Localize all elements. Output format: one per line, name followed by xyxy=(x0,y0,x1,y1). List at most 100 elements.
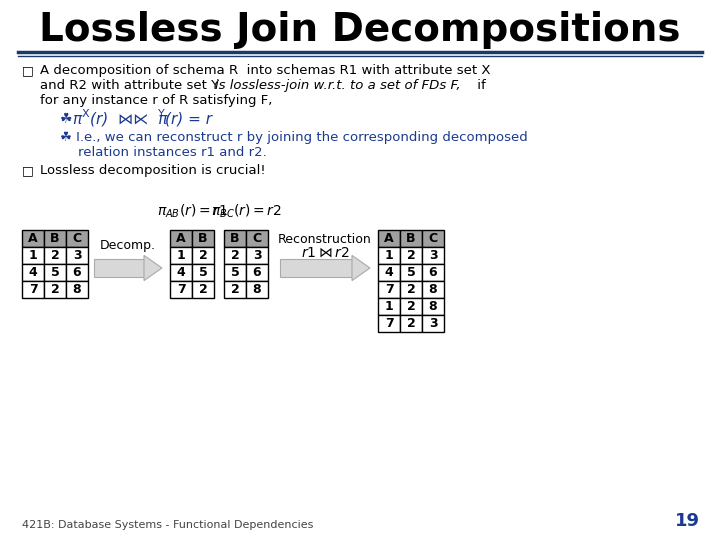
Text: ☘ I.e., we can reconstruct r by joining the corresponding decomposed: ☘ I.e., we can reconstruct r by joining … xyxy=(60,131,528,144)
Text: 2: 2 xyxy=(199,283,207,296)
Text: Lossless decomposition is crucial!: Lossless decomposition is crucial! xyxy=(40,164,266,177)
Text: and R2 with attribute set Y: and R2 with attribute set Y xyxy=(40,79,223,92)
Text: 2: 2 xyxy=(50,249,59,262)
Text: B: B xyxy=(50,232,60,245)
Bar xyxy=(192,281,214,298)
Text: 2: 2 xyxy=(407,249,415,262)
Text: 4: 4 xyxy=(176,266,185,279)
Text: for any instance r of R satisfying F,: for any instance r of R satisfying F, xyxy=(40,94,272,107)
Text: 1: 1 xyxy=(29,249,37,262)
Bar xyxy=(170,247,192,264)
Text: if: if xyxy=(473,79,486,92)
Text: (r) = r: (r) = r xyxy=(165,112,212,127)
Text: 19: 19 xyxy=(675,512,700,530)
Text: 1: 1 xyxy=(384,300,393,313)
Text: 5: 5 xyxy=(199,266,207,279)
Polygon shape xyxy=(144,255,162,281)
Text: 3: 3 xyxy=(253,249,261,262)
Text: 8: 8 xyxy=(253,283,261,296)
Bar xyxy=(422,281,444,298)
Bar xyxy=(170,281,192,298)
Bar xyxy=(400,281,422,298)
Text: 2: 2 xyxy=(230,283,239,296)
Text: □: □ xyxy=(22,64,34,77)
Bar xyxy=(422,264,444,281)
Text: 5: 5 xyxy=(407,266,415,279)
Bar xyxy=(246,230,268,247)
Text: 8: 8 xyxy=(428,300,437,313)
Bar xyxy=(44,230,66,247)
Bar xyxy=(44,247,66,264)
Bar xyxy=(66,230,88,247)
Text: is lossless-join w.r.t. to a set of FDs F,: is lossless-join w.r.t. to a set of FDs … xyxy=(215,79,461,92)
Text: 8: 8 xyxy=(428,283,437,296)
Text: X: X xyxy=(82,109,89,119)
Bar xyxy=(66,247,88,264)
Text: 8: 8 xyxy=(73,283,81,296)
Text: 7: 7 xyxy=(384,283,393,296)
Text: 1: 1 xyxy=(384,249,393,262)
Text: (r)  ⋈⋉  π: (r) ⋈⋉ π xyxy=(90,112,167,127)
Bar xyxy=(400,315,422,332)
Text: 2: 2 xyxy=(50,283,59,296)
Bar xyxy=(66,264,88,281)
Text: A: A xyxy=(384,232,394,245)
Text: 6: 6 xyxy=(253,266,261,279)
Text: C: C xyxy=(428,232,438,245)
Polygon shape xyxy=(352,255,370,281)
Bar xyxy=(22,230,44,247)
Bar xyxy=(422,247,444,264)
Text: 1: 1 xyxy=(176,249,185,262)
Text: Y: Y xyxy=(158,109,165,119)
Bar xyxy=(44,281,66,298)
Bar xyxy=(224,281,246,298)
Bar xyxy=(400,264,422,281)
Text: A: A xyxy=(176,232,186,245)
Bar xyxy=(192,247,214,264)
Bar xyxy=(378,264,400,281)
Text: ☘: ☘ xyxy=(60,112,77,126)
Text: $\pi_{AB}$$(r) = r1$: $\pi_{AB}$$(r) = r1$ xyxy=(156,202,228,220)
Text: 6: 6 xyxy=(428,266,437,279)
Text: 6: 6 xyxy=(73,266,81,279)
Bar xyxy=(280,259,352,277)
Text: 3: 3 xyxy=(428,317,437,330)
Text: $\pi_{BC}$$(r) = r2$: $\pi_{BC}$$(r) = r2$ xyxy=(210,202,282,220)
Text: $r1 \bowtie r2$: $r1 \bowtie r2$ xyxy=(300,246,349,260)
Text: 2: 2 xyxy=(199,249,207,262)
Text: 2: 2 xyxy=(407,317,415,330)
Text: 2: 2 xyxy=(407,300,415,313)
Bar xyxy=(224,247,246,264)
Text: 5: 5 xyxy=(50,266,59,279)
Text: π: π xyxy=(72,112,81,127)
Text: □: □ xyxy=(22,164,34,177)
Text: 421B: Database Systems - Functional Dependencies: 421B: Database Systems - Functional Depe… xyxy=(22,520,313,530)
Bar xyxy=(378,247,400,264)
Text: C: C xyxy=(73,232,81,245)
Text: 7: 7 xyxy=(29,283,37,296)
Bar xyxy=(170,230,192,247)
Bar xyxy=(94,259,144,277)
Text: relation instances r1 and r2.: relation instances r1 and r2. xyxy=(78,146,266,159)
Text: 3: 3 xyxy=(428,249,437,262)
Bar xyxy=(44,264,66,281)
Bar xyxy=(422,315,444,332)
Bar xyxy=(192,264,214,281)
Bar xyxy=(400,230,422,247)
Text: 2: 2 xyxy=(407,283,415,296)
Text: 7: 7 xyxy=(176,283,185,296)
Text: 4: 4 xyxy=(29,266,37,279)
Text: C: C xyxy=(253,232,261,245)
Text: 5: 5 xyxy=(230,266,239,279)
Bar xyxy=(224,230,246,247)
Bar xyxy=(66,281,88,298)
Text: 3: 3 xyxy=(73,249,81,262)
Text: B: B xyxy=(230,232,240,245)
Bar xyxy=(170,264,192,281)
Text: Lossless Join Decompositions: Lossless Join Decompositions xyxy=(40,11,680,49)
Text: Reconstruction: Reconstruction xyxy=(278,233,372,246)
Text: A decomposition of schema R  into schemas R1 with attribute set X: A decomposition of schema R into schemas… xyxy=(40,64,490,77)
Text: 2: 2 xyxy=(230,249,239,262)
Text: B: B xyxy=(198,232,208,245)
Bar xyxy=(422,298,444,315)
